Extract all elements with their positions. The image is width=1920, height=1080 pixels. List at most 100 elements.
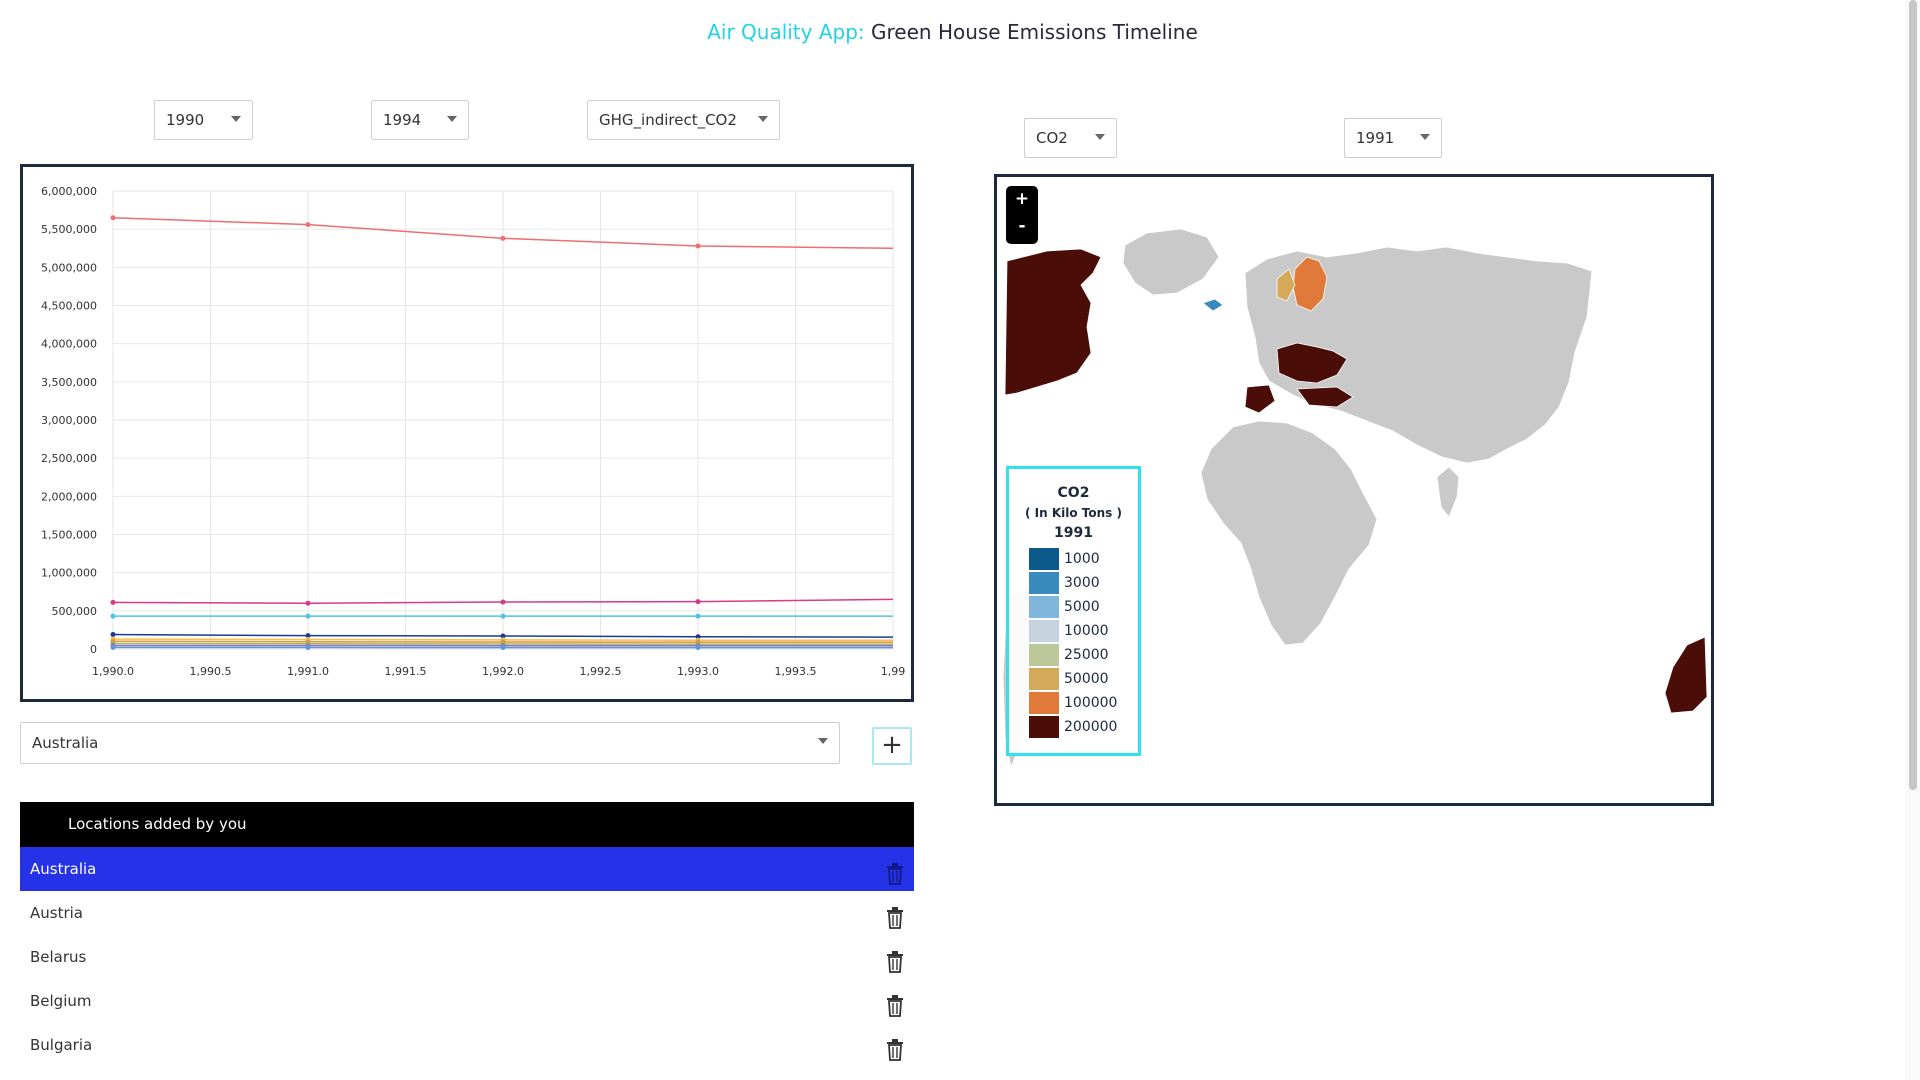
map-country [1122, 228, 1220, 296]
x-tick-label: 1,990.5 [190, 665, 232, 678]
data-point[interactable] [695, 645, 701, 651]
data-point[interactable] [695, 599, 701, 605]
location-select-value: Australia [32, 734, 99, 752]
zoom-in-button[interactable]: + [1014, 189, 1030, 209]
start-year-select[interactable]: 1990 [154, 100, 253, 140]
zoom-out-button[interactable]: - [1018, 216, 1026, 236]
page-scrollbar[interactable] [1905, 0, 1920, 1080]
legend-item: 5000 [1029, 595, 1138, 619]
chevron-down-icon [818, 738, 828, 744]
page-title: Air Quality App: Green House Emissions T… [0, 20, 1905, 44]
trash-icon[interactable] [886, 902, 904, 929]
data-point[interactable] [305, 633, 311, 639]
data-point[interactable] [500, 613, 506, 619]
legend-item: 50000 [1029, 667, 1138, 691]
data-point[interactable] [305, 222, 311, 228]
data-point[interactable] [695, 613, 701, 619]
legend-item: 200000 [1029, 715, 1138, 739]
map-country [1292, 256, 1328, 312]
legend-label: 100000 [1064, 695, 1118, 711]
data-point[interactable] [695, 243, 701, 249]
legend-label: 3000 [1064, 575, 1100, 591]
x-tick-label: 1,993.5 [775, 665, 817, 678]
map-year-value: 1991 [1356, 129, 1395, 147]
map-legend: CO2 ( In Kilo Tons ) 1991 1000 3000 5000 10… [1006, 466, 1141, 756]
indicator-select[interactable]: GHG_indirect_CO2 [587, 100, 780, 140]
map-year-select[interactable]: 1991 [1344, 118, 1442, 158]
data-point[interactable] [500, 633, 506, 639]
data-point[interactable] [110, 631, 116, 637]
location-row[interactable]: Belarus [20, 935, 914, 979]
map-country [1664, 636, 1708, 714]
map-zoom-control: + - [1006, 186, 1038, 244]
legend-item: 3000 [1029, 571, 1138, 595]
data-point[interactable] [305, 600, 311, 606]
map-country [1202, 298, 1224, 312]
x-tick-label: 1,99 [881, 665, 906, 678]
location-row[interactable]: Austria [20, 891, 914, 935]
legend-title: CO2 [1057, 485, 1090, 501]
trash-icon[interactable] [886, 1034, 904, 1061]
legend-label: 1000 [1064, 551, 1100, 567]
line-chart[interactable]: 0 500,000 1,000,000 1,500,000 2,000,000 2,500… [23, 167, 911, 699]
y-tick-label: 1,000,000 [41, 567, 97, 580]
data-point[interactable] [500, 599, 506, 605]
legend-swatch [1029, 644, 1059, 666]
x-tick-label: 1,991.0 [287, 665, 329, 678]
y-tick-label: 4,000,000 [41, 338, 97, 351]
add-location-button[interactable]: + [872, 727, 912, 765]
line-chart-panel: 0 500,000 1,000,000 1,500,000 2,000,000 2,500… [20, 164, 914, 702]
data-point[interactable] [110, 215, 116, 221]
page-subtitle: Green House Emissions Timeline [864, 20, 1198, 44]
legend-swatch [1029, 572, 1059, 594]
trash-icon[interactable] [886, 858, 904, 885]
legend-swatch [1029, 620, 1059, 642]
app-name: Air Quality App: [707, 20, 865, 44]
legend-swatch [1029, 548, 1059, 570]
chevron-down-icon [1095, 134, 1105, 140]
map-gas-value: CO2 [1036, 129, 1068, 147]
data-point[interactable] [500, 645, 506, 651]
map-country [1200, 420, 1378, 646]
location-name: Bulgaria [30, 1036, 93, 1054]
map-country [1276, 342, 1348, 384]
location-select[interactable]: Australia [20, 722, 840, 764]
world-map[interactable] [997, 177, 1711, 803]
y-tick-label: 6,000,000 [41, 185, 97, 198]
y-tick-label: 3,000,000 [41, 414, 97, 427]
location-name: Belgium [30, 992, 92, 1010]
legend-item: 10000 [1029, 619, 1138, 643]
data-point[interactable] [110, 599, 116, 605]
end-year-select[interactable]: 1994 [371, 100, 469, 140]
location-row[interactable]: Australia [20, 847, 914, 891]
data-point[interactable] [110, 613, 116, 619]
start-year-value: 1990 [166, 111, 205, 129]
chevron-down-icon [758, 116, 768, 122]
x-tick-label: 1,992.5 [580, 665, 622, 678]
y-tick-label: 500,000 [52, 605, 98, 618]
y-tick-label: 2,500,000 [41, 452, 97, 465]
data-point[interactable] [695, 634, 701, 640]
trash-icon[interactable] [886, 990, 904, 1017]
indicator-value: GHG_indirect_CO2 [599, 111, 737, 129]
end-year-value: 1994 [383, 111, 422, 129]
map-gas-select[interactable]: CO2 [1024, 118, 1117, 158]
legend-swatch [1029, 692, 1059, 714]
chevron-down-icon [1420, 134, 1430, 140]
data-point[interactable] [305, 645, 311, 651]
data-point[interactable] [305, 613, 311, 619]
y-tick-label: 5,500,000 [41, 223, 97, 236]
location-row[interactable]: Bulgaria [20, 1023, 914, 1067]
legend-year: 1991 [1054, 525, 1093, 541]
data-point[interactable] [110, 644, 116, 650]
data-point[interactable] [500, 235, 506, 241]
legend-item: 1000 [1029, 547, 1138, 571]
location-row[interactable]: Belgium [20, 979, 914, 1023]
location-name: Belarus [30, 948, 87, 966]
chevron-down-icon [447, 116, 457, 122]
legend-subtitle: ( In Kilo Tons ) [1025, 506, 1122, 520]
legend-swatch [1029, 716, 1059, 738]
scrollbar-thumb[interactable] [1909, 0, 1917, 790]
legend-items: 1000 3000 5000 10000 25000 50000 100000 200000 [1009, 547, 1138, 739]
trash-icon[interactable] [886, 946, 904, 973]
